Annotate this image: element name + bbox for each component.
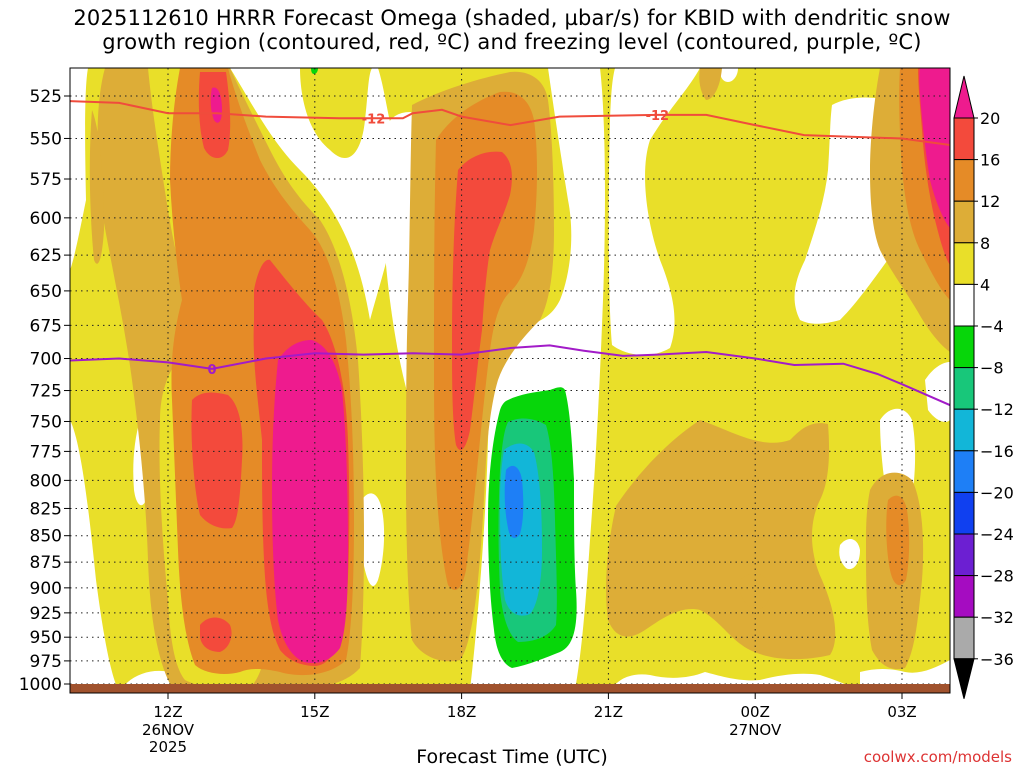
band-16-20-left-bottom [200, 617, 232, 652]
contour-lines [70, 100, 950, 407]
band-16-20-left-small [191, 392, 243, 529]
band-8-12-21z-lower [606, 420, 836, 660]
colorbar-swatch-3 [953, 200, 975, 244]
y-tick-label-650: 650 [30, 282, 62, 302]
colorbar-top-arrow [953, 75, 975, 119]
x-tick-label-12Z: 12Z [153, 703, 182, 721]
plot-frame [69, 67, 951, 694]
colorbar-swatch-9 [953, 450, 975, 493]
y-axis: 525 550 575 600 625 650 675 700 725 750 775 800 825 8… [19, 87, 70, 695]
band-12-16-right-lower [886, 495, 910, 586]
y-tick-label-950: 950 [30, 628, 62, 648]
y-tick-label-925: 925 [30, 604, 62, 624]
colorbar-swatch-4 [953, 242, 975, 285]
y-tick-label-975: 975 [30, 652, 62, 672]
x-tick-label-15Z: 15Z [300, 703, 329, 721]
colorbar-swatch-10 [953, 491, 975, 535]
band-20-plus-right [919, 68, 950, 228]
colorbar-bottom-arrow [953, 658, 975, 699]
colorbar-swatch-5 [953, 283, 975, 327]
x-tick-label-03Z: 03Z [887, 703, 916, 721]
colorbar-swatch-1 [953, 117, 975, 161]
colorbar-swatch-11 [953, 533, 975, 577]
band-16-20-18z-column [452, 151, 512, 450]
band-20-plus-main-column [272, 340, 348, 664]
y-tick-label-800: 800 [30, 471, 62, 491]
contour-labels: -12 -12 0 [208, 109, 670, 378]
white-region-right-lower [925, 362, 950, 422]
contour-label-dgz-1: -12 [646, 109, 670, 124]
colorbar-label-12: −32 [980, 608, 1014, 627]
colorbar-label-13: −36 [980, 650, 1014, 669]
omega-shading [70, 68, 950, 693]
x-axis-label: Forecast Time (UTC) [416, 746, 608, 768]
chart-title: 2025112610 HRRR Forecast Omega (shaded, … [0, 6, 1024, 54]
band-8-12-left-edge [89, 110, 104, 264]
white-region-near-15z [230, 68, 397, 320]
contour-freezing-level [70, 344, 950, 407]
y-tick-label-550: 550 [30, 129, 62, 149]
x-tick-label-21Z: 21Z [594, 703, 623, 721]
white-region-left-bottom [70, 420, 118, 690]
colorbar-label-8: −16 [980, 442, 1014, 461]
white-region-left-top [70, 68, 88, 270]
colorbar: 20 16 12 8 4 −4 −8 −12 −16 −20 −24 −28 −32 −36 [953, 75, 1014, 699]
site-credit-link[interactable]: coolwx.com/models [863, 748, 1012, 766]
omega-band-20-plus [210, 68, 950, 664]
omega-neg-16-20 [504, 465, 524, 538]
omega-negative-region [488, 387, 577, 668]
band-8-12-top-right-center [699, 68, 722, 100]
x-tick-label-00Z: 00Z [741, 703, 770, 721]
y-tick-label-750: 750 [30, 412, 62, 432]
colorbar-label-7: −12 [980, 400, 1014, 419]
y-tick-label-725: 725 [30, 382, 62, 402]
colorbar-label-5: −4 [980, 317, 1004, 336]
y-tick-label-700: 700 [30, 350, 62, 370]
y-tick-label-525: 525 [30, 87, 62, 107]
y-tick-label-675: 675 [30, 316, 62, 336]
y-tick-label-775: 775 [30, 442, 62, 462]
title-line-2: growth region (contoured, red, ºC) and f… [102, 30, 922, 54]
colorbar-swatch-13 [953, 616, 975, 660]
x-tick-year-2025: 2025 [149, 738, 187, 756]
contour-label-dgz-0: -12 [362, 112, 386, 127]
ground-strip [70, 684, 950, 693]
colorbar-swatch-6 [953, 325, 975, 369]
colorbar-label-10: −24 [980, 525, 1014, 544]
colorbar-label-11: −28 [980, 567, 1014, 586]
y-tick-label-825: 825 [30, 499, 62, 519]
grid-lines [70, 68, 950, 693]
colorbar-label-6: −8 [980, 359, 1004, 378]
y-tick-label-875: 875 [30, 553, 62, 573]
y-tick-label-600: 600 [30, 209, 62, 229]
title-line-1: 2025112610 HRRR Forecast Omega (shaded, … [73, 6, 951, 30]
white-region-16z-lower [362, 493, 385, 586]
y-tick-label-900: 900 [30, 579, 62, 599]
x-tick-date-27NOV: 27NOV [729, 721, 782, 739]
white-region-right-mid-upper [839, 538, 860, 570]
x-tick-date-26NOV: 26NOV [142, 721, 195, 739]
colorbar-swatch-8 [953, 408, 975, 452]
colorbar-swatch-7 [953, 367, 975, 410]
omega-neg-top-blip [311, 68, 318, 74]
x-tick-label-18Z: 18Z [447, 703, 476, 721]
colorbar-label-2: 12 [980, 192, 1000, 211]
colorbar-swatch-12 [953, 575, 975, 618]
white-region-21z-top [608, 68, 700, 356]
colorbar-label-0: 20 [980, 109, 1000, 128]
contour-label-freezing-0: 0 [208, 363, 217, 378]
y-tick-label-850: 850 [30, 527, 62, 547]
white-region-top-right [720, 68, 738, 82]
y-tick-label-1000: 1000 [19, 675, 62, 695]
y-tick-label-575: 575 [30, 170, 62, 190]
colorbar-label-4: 4 [980, 275, 990, 294]
y-tick-label-625: 625 [30, 246, 62, 266]
contour-dgz-minus12 [70, 100, 950, 146]
colorbar-label-9: −20 [980, 483, 1014, 502]
colorbar-swatch-2 [953, 159, 975, 202]
colorbar-label-3: 8 [980, 234, 990, 253]
colorbar-label-1: 16 [980, 151, 1000, 170]
